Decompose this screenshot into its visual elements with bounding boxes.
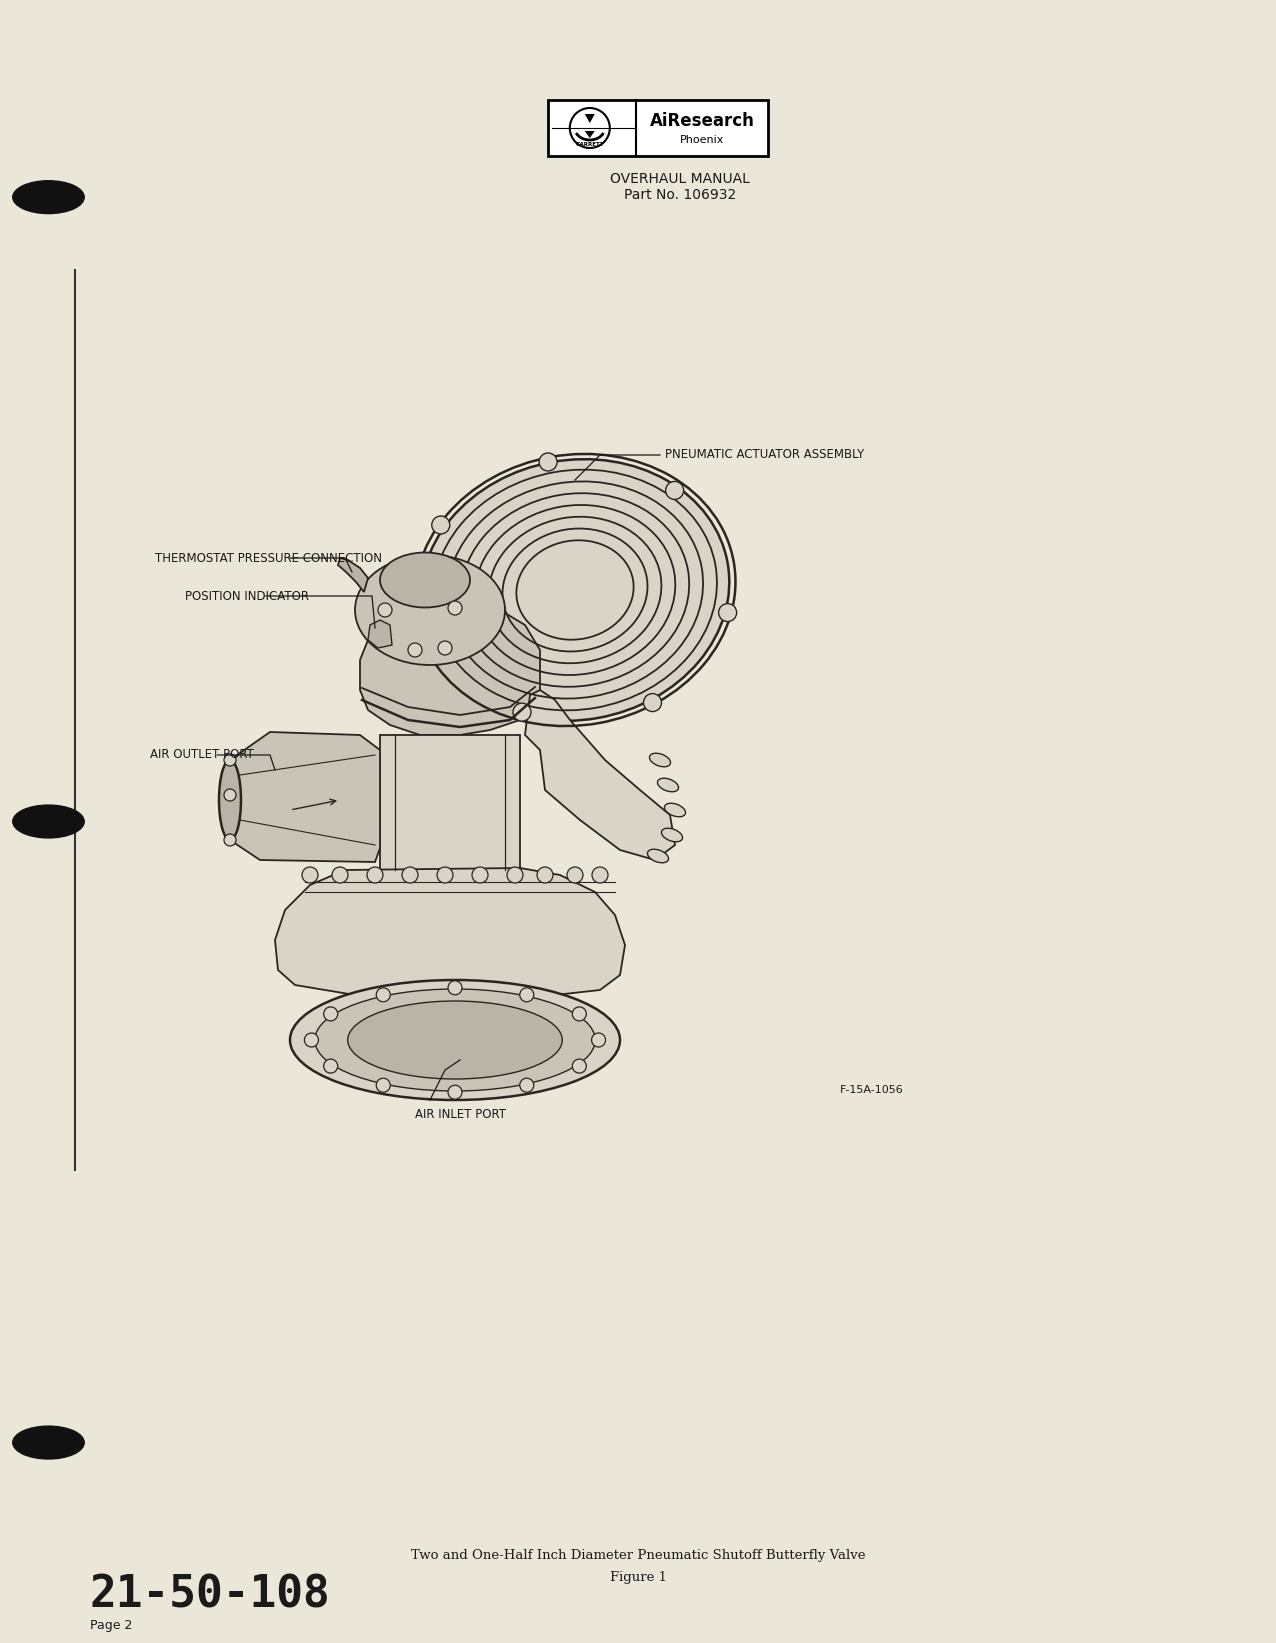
- Polygon shape: [584, 131, 595, 138]
- Ellipse shape: [661, 828, 683, 841]
- Circle shape: [519, 987, 533, 1002]
- Circle shape: [367, 868, 383, 882]
- Circle shape: [570, 108, 610, 148]
- Text: THERMOSTAT PRESSURE CONNECTION: THERMOSTAT PRESSURE CONNECTION: [154, 552, 382, 565]
- Circle shape: [643, 693, 661, 711]
- Ellipse shape: [649, 752, 671, 767]
- Ellipse shape: [315, 989, 595, 1091]
- Circle shape: [438, 641, 452, 656]
- Circle shape: [378, 603, 392, 618]
- Ellipse shape: [665, 803, 685, 817]
- Polygon shape: [584, 113, 595, 123]
- Text: Part No. 106932: Part No. 106932: [624, 187, 736, 202]
- Circle shape: [225, 789, 236, 802]
- Ellipse shape: [13, 181, 84, 214]
- Circle shape: [513, 703, 531, 721]
- Ellipse shape: [380, 552, 470, 608]
- Ellipse shape: [657, 779, 679, 792]
- Polygon shape: [338, 559, 367, 591]
- Text: Two and One-Half Inch Diameter Pneumatic Shutoff Butterfly Valve: Two and One-Half Inch Diameter Pneumatic…: [411, 1548, 865, 1561]
- Circle shape: [592, 1033, 606, 1047]
- Ellipse shape: [355, 555, 505, 665]
- Circle shape: [305, 1033, 319, 1047]
- Ellipse shape: [13, 805, 84, 838]
- Circle shape: [324, 1060, 338, 1073]
- Ellipse shape: [13, 1426, 84, 1459]
- Circle shape: [332, 868, 348, 882]
- Circle shape: [538, 453, 558, 472]
- Text: Page 2: Page 2: [91, 1618, 133, 1631]
- Circle shape: [573, 1007, 586, 1020]
- Circle shape: [408, 642, 422, 657]
- Text: OVERHAUL MANUAL: OVERHAUL MANUAL: [610, 173, 750, 186]
- Circle shape: [324, 1007, 338, 1020]
- Bar: [547, 100, 768, 156]
- Circle shape: [519, 1078, 533, 1093]
- Circle shape: [448, 981, 462, 994]
- Text: F-15A-1056: F-15A-1056: [840, 1084, 903, 1094]
- Polygon shape: [360, 605, 540, 734]
- Circle shape: [472, 868, 487, 882]
- Circle shape: [402, 868, 419, 882]
- Bar: [380, 734, 521, 871]
- Circle shape: [592, 868, 607, 882]
- Circle shape: [302, 868, 318, 882]
- Circle shape: [225, 754, 236, 766]
- Circle shape: [436, 868, 453, 882]
- Text: POSITION INDICATOR: POSITION INDICATOR: [185, 590, 309, 603]
- Ellipse shape: [421, 458, 730, 721]
- Text: PNEUMATIC ACTUATOR ASSEMBLY: PNEUMATIC ACTUATOR ASSEMBLY: [665, 449, 864, 462]
- Ellipse shape: [348, 1001, 563, 1079]
- Circle shape: [448, 601, 462, 614]
- Polygon shape: [367, 619, 392, 647]
- Circle shape: [420, 626, 439, 644]
- Circle shape: [431, 516, 449, 534]
- Circle shape: [718, 603, 736, 621]
- Text: AIR INLET PORT: AIR INLET PORT: [415, 1107, 507, 1121]
- Circle shape: [225, 835, 236, 846]
- Circle shape: [376, 987, 390, 1002]
- Ellipse shape: [219, 761, 241, 840]
- Text: 21-50-108: 21-50-108: [91, 1574, 330, 1617]
- Circle shape: [537, 868, 553, 882]
- Circle shape: [666, 481, 684, 499]
- Circle shape: [448, 1084, 462, 1099]
- Circle shape: [567, 868, 583, 882]
- Ellipse shape: [290, 979, 620, 1101]
- Polygon shape: [276, 868, 625, 996]
- Ellipse shape: [647, 849, 669, 863]
- Text: Phoenix: Phoenix: [680, 135, 725, 145]
- Polygon shape: [524, 690, 675, 859]
- Circle shape: [376, 1078, 390, 1093]
- Circle shape: [507, 868, 523, 882]
- Text: GARRETT: GARRETT: [575, 141, 604, 146]
- Text: AIR OUTLET PORT: AIR OUTLET PORT: [151, 749, 254, 761]
- Text: AiResearch: AiResearch: [649, 112, 754, 130]
- Circle shape: [573, 1060, 586, 1073]
- Text: Figure 1: Figure 1: [610, 1571, 666, 1584]
- Polygon shape: [230, 733, 380, 863]
